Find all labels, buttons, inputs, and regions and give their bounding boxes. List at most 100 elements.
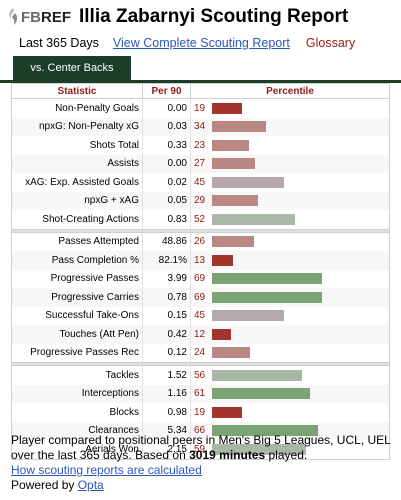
per90-value: 0.33 [142,136,191,155]
per90-value: 0.02 [142,173,191,192]
percentile-value: 29 [194,195,206,207]
opta-link[interactable]: Opta [77,478,104,492]
stat-name: Tackles [105,369,139,381]
percentile-cell: 56 [191,366,389,385]
table-row: Pass Completion % 82.1% 13 [12,251,389,270]
how-calculated-link[interactable]: How scouting reports are calculated [11,463,202,477]
fbref-logo-icon [6,7,20,27]
percentile-cell: 69 [191,288,389,307]
percentile-bar [212,213,295,225]
per90-value: 0.15 [142,306,191,325]
complete-report-link[interactable]: View Complete Scouting Report [112,36,290,50]
percentile-bar [212,443,306,455]
percentile-value: 69 [194,273,206,285]
table-row: Progressive Passes Rec 0.12 24 [12,343,389,362]
percentile-cell: 45 [191,307,389,326]
stat-name: Non-Penalty Goals [55,102,139,114]
per90-value: 82.1% [142,251,191,270]
percentile-value: 12 [194,328,206,340]
stat-group: Tackles 1.52 56 Interceptions 1.16 61 Blocks 0.… [12,366,389,459]
header-statistic[interactable]: Statistic [57,85,97,97]
table-row: Aerials Won 2.15 59 [12,440,389,459]
sub-navigation: Last 365 Days View Complete Scouting Rep… [19,36,355,52]
table-row: Non-Penalty Goals 0.00 19 [12,99,389,118]
percentile-bar [212,291,322,303]
table-row: xAG: Exp. Assisted Goals 0.02 45 [12,173,389,192]
table-row: Passes Attempted 48.86 26 [12,232,389,252]
percentile-bar [212,406,242,418]
header-percentile[interactable]: Percentile [266,85,314,97]
percentile-cell: 19 [191,403,389,422]
minutes-played: 3019 minutes [189,448,266,462]
percentile-bar [212,328,231,340]
percentile-cell: 12 [191,325,389,344]
percentile-cell: 19 [191,99,389,118]
percentile-value: 45 [194,176,206,188]
footer: Player compared to positional peers in M… [11,433,396,493]
stat-name: Successful Take-Ons [45,310,139,322]
stat-name: npxG: Non-Penalty xG [38,121,139,133]
fbref-logo[interactable]: FBREF [6,5,71,29]
tab-underline [0,80,401,83]
tab-vs-center-backs[interactable]: vs. Center Backs [13,56,131,80]
percentile-bar [212,195,258,207]
stat-name: Blocks [109,406,139,418]
percentile-bar [212,236,254,248]
table-row: Clearances 5.34 66 [12,421,389,441]
percentile-bar [212,158,255,170]
percentile-bar [212,121,266,133]
stat-group: Non-Penalty Goals 0.00 19 npxG: Non-Penalty… [12,99,389,229]
percentile-value: 24 [194,347,206,359]
table-row: Assists 0.00 27 [12,154,389,174]
stat-name: Progressive Passes Rec [30,347,139,359]
percentile-cell: 69 [191,270,389,289]
stat-name: npxG + xAG [84,195,139,207]
percentile-cell: 66 [191,422,389,441]
percentile-value: 27 [194,158,206,170]
table-row: Successful Take-Ons 0.15 45 [12,306,389,326]
percentile-value: 26 [194,236,206,248]
table-row: Tackles 1.52 56 [12,366,389,385]
per90-value: 0.98 [142,403,191,422]
per90-value: 3.99 [142,269,191,288]
percentile-cell: 27 [191,155,389,174]
stat-name: Progressive Passes [50,273,139,285]
table-row: Progressive Carries 0.78 69 [12,288,389,307]
per90-value: 0.03 [142,117,191,136]
header-per90[interactable]: Per 90 [142,84,191,98]
percentile-bar [212,139,249,151]
percentile-value: 19 [194,406,206,418]
note-prefix: Player compared to positional peers in M… [11,433,391,462]
table-row: Shot-Creating Actions 0.83 52 [12,210,389,229]
percentile-bar [212,273,322,285]
scouting-table: Statistic Per 90 Percentile Non-Penalty … [11,83,390,460]
table-row: Shots Total 0.33 23 [12,136,389,155]
stat-group: Passes Attempted 48.86 26 Pass Completion %… [12,232,389,362]
stat-name: xAG: Exp. Assisted Goals [25,176,139,188]
percentile-value: 56 [194,369,206,381]
percentile-bar [212,425,318,437]
percentile-cell: 34 [191,118,389,137]
group-separator [12,362,389,366]
percentile-cell: 29 [191,192,389,211]
stat-name: Interceptions [81,388,139,400]
table-row: Blocks 0.98 19 [12,403,389,422]
percentile-cell: 23 [191,136,389,155]
group-separator [12,228,389,233]
percentile-cell: 26 [191,233,389,252]
percentile-value: 23 [194,139,206,151]
percentile-bar [212,310,284,322]
stat-name: Shots Total [89,139,139,151]
stat-name: Shot-Creating Actions [42,213,139,225]
percentile-value: 69 [194,291,206,303]
per90-value: 1.52 [142,366,191,385]
page-header: FBREF Illia Zabarnyi Scouting Report [0,0,401,34]
per90-value: 0.83 [142,210,191,229]
glossary-link[interactable]: Glossary [305,36,356,50]
note-suffix: played. [265,448,308,462]
percentile-cell: 52 [191,210,389,229]
percentile-value: 66 [194,425,206,437]
period-label: Last 365 Days [19,36,99,50]
percentile-bar [212,388,310,400]
per90-value: 0.00 [142,154,191,173]
